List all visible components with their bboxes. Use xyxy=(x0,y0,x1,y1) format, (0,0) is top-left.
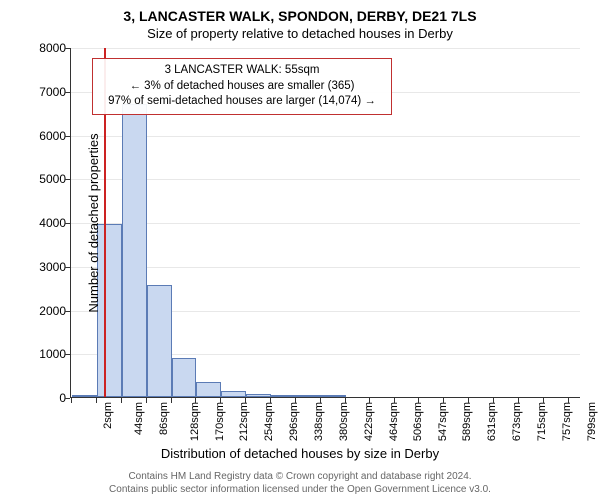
x-tick-mark xyxy=(394,398,395,403)
y-tick-mark xyxy=(65,223,70,224)
y-axis-label: Number of detached properties xyxy=(86,133,101,312)
footer-line-2: Contains public sector information licen… xyxy=(109,484,491,495)
gridline xyxy=(71,267,580,268)
histogram-bar xyxy=(147,285,172,397)
x-tick-label: 547sqm xyxy=(437,402,449,441)
x-tick-mark xyxy=(345,398,346,403)
x-tick-mark xyxy=(493,398,494,403)
x-tick-mark xyxy=(245,398,246,403)
y-tick-label: 8000 xyxy=(16,41,66,55)
histogram-bar xyxy=(172,358,197,397)
x-tick-mark xyxy=(96,398,97,403)
y-tick-label: 2000 xyxy=(16,304,66,318)
y-tick-label: 1000 xyxy=(16,347,66,361)
y-tick-mark xyxy=(65,136,70,137)
histogram-bar xyxy=(72,395,97,397)
x-tick-label: 2sqm xyxy=(102,402,114,429)
histogram-bar xyxy=(321,395,346,397)
x-tick-label: 212sqm xyxy=(239,402,251,441)
x-axis-label: Distribution of detached houses by size … xyxy=(0,446,600,461)
y-tick-mark xyxy=(65,354,70,355)
x-tick-label: 128sqm xyxy=(189,402,201,441)
y-tick-label: 0 xyxy=(16,391,66,405)
x-tick-mark xyxy=(220,398,221,403)
x-tick-mark xyxy=(568,398,569,403)
x-tick-mark xyxy=(171,398,172,403)
chart-subtitle: Size of property relative to detached ho… xyxy=(0,26,600,41)
anno-line-1: 3 LANCASTER WALK: 55sqm xyxy=(101,63,383,79)
x-tick-label: 715sqm xyxy=(536,402,548,441)
y-tick-mark xyxy=(65,48,70,49)
anno-line-3: 97% of semi-detached houses are larger (… xyxy=(101,94,383,110)
x-tick-label: 757sqm xyxy=(561,402,573,441)
x-tick-label: 673sqm xyxy=(511,402,523,441)
x-tick-mark xyxy=(369,398,370,403)
y-tick-mark xyxy=(65,398,70,399)
x-tick-label: 44sqm xyxy=(133,402,145,435)
x-tick-label: 296sqm xyxy=(288,402,300,441)
x-tick-label: 464sqm xyxy=(388,402,400,441)
x-tick-label: 799sqm xyxy=(586,402,598,441)
y-tick-label: 6000 xyxy=(16,129,66,143)
y-tick-label: 3000 xyxy=(16,260,66,274)
footer-line-1: Contains HM Land Registry data © Crown c… xyxy=(128,471,471,482)
y-tick-label: 5000 xyxy=(16,172,66,186)
gridline xyxy=(71,136,580,137)
y-tick-label: 4000 xyxy=(16,216,66,230)
x-tick-mark xyxy=(518,398,519,403)
x-tick-label: 86sqm xyxy=(158,402,170,435)
x-tick-mark xyxy=(468,398,469,403)
x-tick-label: 254sqm xyxy=(263,402,275,441)
histogram-bar xyxy=(122,104,147,397)
x-tick-mark xyxy=(121,398,122,403)
y-tick-mark xyxy=(65,179,70,180)
y-tick-mark xyxy=(65,311,70,312)
gridline xyxy=(71,179,580,180)
chart-title: 3, LANCASTER WALK, SPONDON, DERBY, DE21 … xyxy=(0,8,600,24)
x-tick-label: 631sqm xyxy=(486,402,498,441)
histogram-bar xyxy=(221,391,246,397)
x-tick-mark xyxy=(443,398,444,403)
histogram-bar xyxy=(296,395,321,397)
annotation-box: 3 LANCASTER WALK: 55sqm← 3% of detached … xyxy=(92,58,392,115)
x-tick-label: 380sqm xyxy=(338,402,350,441)
x-tick-mark xyxy=(195,398,196,403)
anno-line-2: ← 3% of detached houses are smaller (365… xyxy=(101,79,383,95)
x-tick-mark xyxy=(270,398,271,403)
x-tick-mark xyxy=(71,398,72,403)
y-tick-mark xyxy=(65,267,70,268)
histogram-bar xyxy=(271,395,296,397)
x-tick-mark xyxy=(543,398,544,403)
x-tick-mark xyxy=(320,398,321,403)
x-tick-label: 338sqm xyxy=(313,402,325,441)
y-tick-label: 7000 xyxy=(16,85,66,99)
histogram-bar xyxy=(196,382,221,397)
gridline xyxy=(71,223,580,224)
x-tick-label: 422sqm xyxy=(363,402,375,441)
gridline xyxy=(71,48,580,49)
histogram-bar xyxy=(246,394,271,398)
x-tick-label: 506sqm xyxy=(413,402,425,441)
chart-footer: Contains HM Land Registry data © Crown c… xyxy=(0,471,600,496)
x-tick-mark xyxy=(295,398,296,403)
x-tick-label: 589sqm xyxy=(462,402,474,441)
y-tick-mark xyxy=(65,92,70,93)
x-tick-mark xyxy=(146,398,147,403)
x-tick-label: 170sqm xyxy=(214,402,226,441)
x-tick-mark xyxy=(418,398,419,403)
